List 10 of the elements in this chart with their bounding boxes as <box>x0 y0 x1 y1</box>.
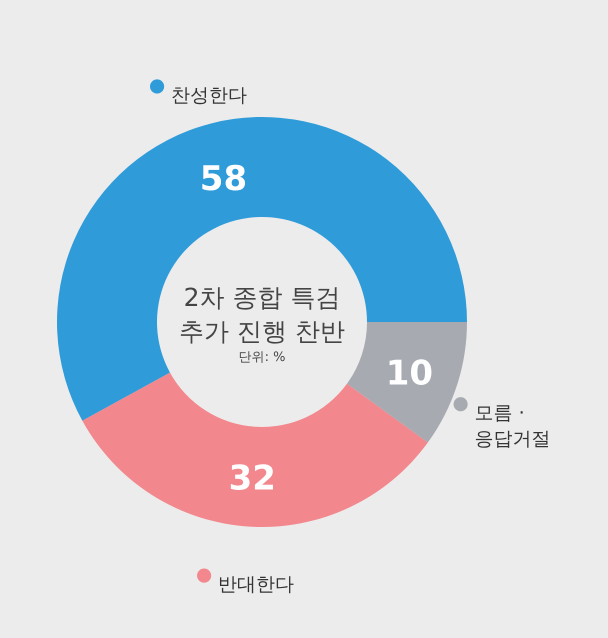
legend-label: 찬성한다 <box>171 84 248 106</box>
data-label: 58 <box>200 158 248 199</box>
text: 단위: % <box>238 350 286 365</box>
legend-label: 모름 · 응답거절 <box>474 402 551 450</box>
data-label: 32 <box>228 458 276 498</box>
legend-label: 반대한다 <box>218 574 294 596</box>
donut-slice <box>57 117 467 421</box>
donut-slice <box>346 322 467 442</box>
text: 2차 종합 특검 추가 진행 찬반 <box>179 282 345 346</box>
data-label: 10 <box>386 353 434 394</box>
